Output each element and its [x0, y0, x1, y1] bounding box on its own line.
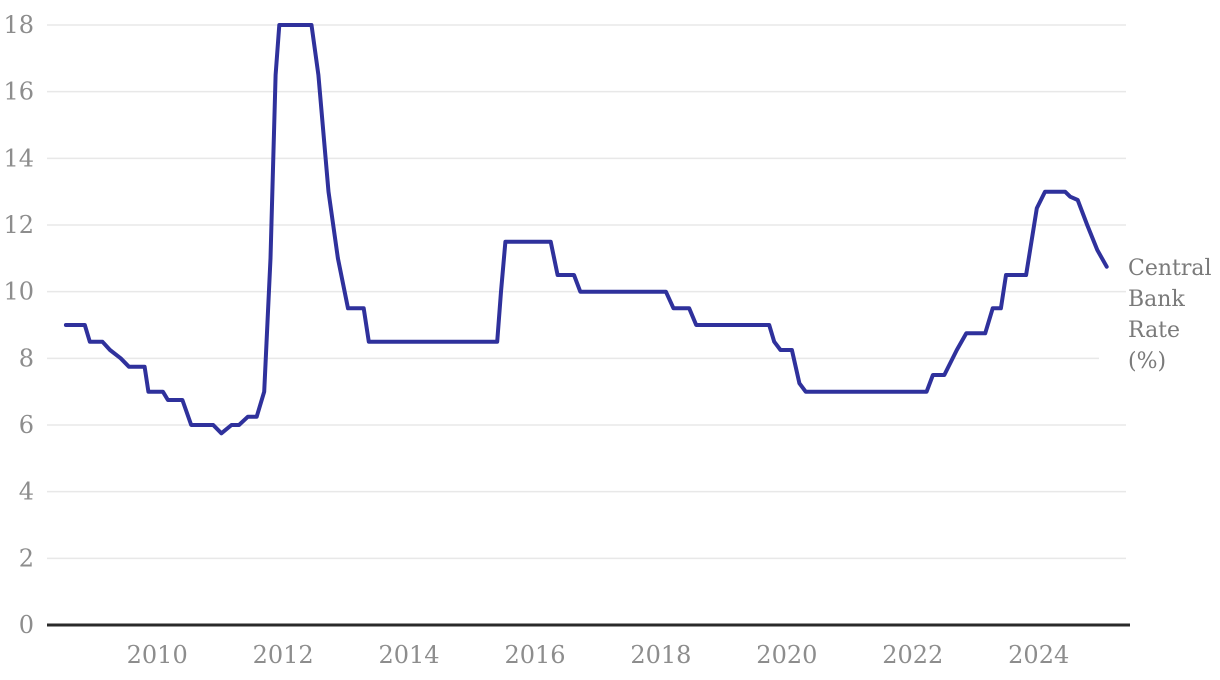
- y-tick-label-10: 10: [3, 278, 34, 306]
- x-tick-label-2020: 2020: [756, 641, 817, 669]
- y-tick-label-14: 14: [3, 144, 34, 172]
- y-tick-label-16: 16: [3, 78, 34, 106]
- x-tick-label-2018: 2018: [630, 641, 691, 669]
- rate-line-series: [63, 23, 1109, 436]
- x-tick-label-2014: 2014: [379, 641, 440, 669]
- y-tick-label-6: 6: [19, 411, 34, 439]
- y-tick-label-0: 0: [19, 611, 34, 639]
- y-tick-label-18: 18: [3, 11, 34, 39]
- y-tick-label-4: 4: [19, 478, 34, 506]
- x-tick-label-2012: 2012: [253, 641, 314, 669]
- x-tick-label-2010: 2010: [127, 641, 188, 669]
- x-tick-label-2016: 2016: [504, 641, 565, 669]
- y-tick-label-8: 8: [19, 344, 34, 372]
- x-tick-label-2022: 2022: [882, 641, 943, 669]
- y-tick-label-12: 12: [3, 211, 34, 239]
- series-label: Central Bank Rate (%): [1128, 256, 1212, 374]
- x-tick-label-2024: 2024: [1008, 641, 1069, 669]
- y-tick-label-2: 2: [19, 544, 34, 572]
